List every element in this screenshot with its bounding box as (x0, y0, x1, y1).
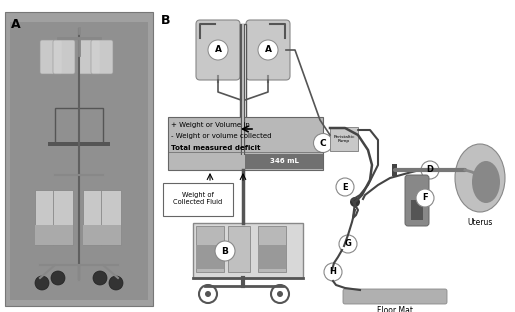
FancyBboxPatch shape (40, 40, 62, 74)
Circle shape (205, 291, 211, 297)
Circle shape (421, 161, 439, 179)
FancyBboxPatch shape (343, 289, 447, 304)
Text: A: A (265, 46, 271, 55)
Text: Floor Mat: Floor Mat (377, 306, 413, 312)
Text: B: B (221, 246, 229, 256)
Circle shape (208, 40, 228, 60)
FancyBboxPatch shape (240, 24, 246, 155)
Text: H: H (330, 267, 336, 276)
FancyBboxPatch shape (258, 226, 286, 272)
Ellipse shape (455, 144, 505, 212)
Circle shape (336, 178, 354, 196)
Text: Weight of
Collected Fluid: Weight of Collected Fluid (174, 193, 222, 206)
FancyBboxPatch shape (392, 164, 397, 176)
FancyBboxPatch shape (228, 226, 250, 272)
Circle shape (35, 276, 49, 290)
Circle shape (350, 197, 360, 207)
Text: Total measured deficit: Total measured deficit (171, 145, 261, 151)
Text: F: F (422, 193, 428, 202)
Text: G: G (345, 240, 351, 248)
Ellipse shape (472, 161, 500, 203)
FancyBboxPatch shape (10, 22, 148, 300)
FancyBboxPatch shape (411, 200, 423, 220)
FancyBboxPatch shape (101, 225, 121, 245)
Text: D: D (426, 165, 434, 174)
Circle shape (258, 40, 278, 60)
FancyBboxPatch shape (53, 190, 73, 245)
FancyBboxPatch shape (35, 190, 55, 245)
FancyBboxPatch shape (405, 175, 429, 226)
FancyBboxPatch shape (48, 142, 110, 146)
FancyBboxPatch shape (101, 190, 121, 245)
Circle shape (109, 276, 123, 290)
Circle shape (51, 271, 65, 285)
FancyBboxPatch shape (53, 40, 75, 74)
Circle shape (93, 271, 107, 285)
Text: 346 mL: 346 mL (269, 158, 298, 164)
FancyBboxPatch shape (245, 154, 323, 169)
FancyBboxPatch shape (258, 245, 286, 269)
FancyBboxPatch shape (83, 190, 103, 245)
FancyBboxPatch shape (35, 225, 55, 245)
FancyBboxPatch shape (330, 127, 358, 151)
Circle shape (215, 241, 235, 261)
FancyBboxPatch shape (53, 225, 73, 245)
FancyBboxPatch shape (168, 117, 323, 170)
FancyBboxPatch shape (78, 40, 100, 74)
Text: Uterus: Uterus (467, 218, 493, 227)
FancyBboxPatch shape (91, 40, 113, 74)
Circle shape (199, 285, 217, 303)
Circle shape (271, 285, 289, 303)
FancyBboxPatch shape (55, 108, 103, 143)
Circle shape (416, 189, 434, 207)
Text: + Weight or Volume in: + Weight or Volume in (171, 122, 250, 128)
FancyBboxPatch shape (83, 225, 103, 245)
Text: Peristaltic
Pump: Peristaltic Pump (333, 135, 355, 143)
Text: - Weight or volume collected: - Weight or volume collected (171, 133, 271, 139)
Circle shape (277, 291, 283, 297)
FancyBboxPatch shape (196, 245, 224, 269)
Text: B: B (161, 14, 170, 27)
Text: C: C (320, 139, 327, 148)
FancyBboxPatch shape (163, 183, 233, 216)
Text: A: A (215, 46, 221, 55)
FancyBboxPatch shape (246, 20, 290, 80)
Text: E: E (342, 183, 348, 192)
Text: A: A (11, 18, 21, 31)
Circle shape (339, 235, 357, 253)
Circle shape (314, 134, 333, 153)
FancyBboxPatch shape (5, 12, 153, 306)
Circle shape (324, 263, 342, 281)
FancyBboxPatch shape (196, 20, 240, 80)
FancyBboxPatch shape (193, 223, 303, 278)
FancyBboxPatch shape (196, 226, 224, 272)
